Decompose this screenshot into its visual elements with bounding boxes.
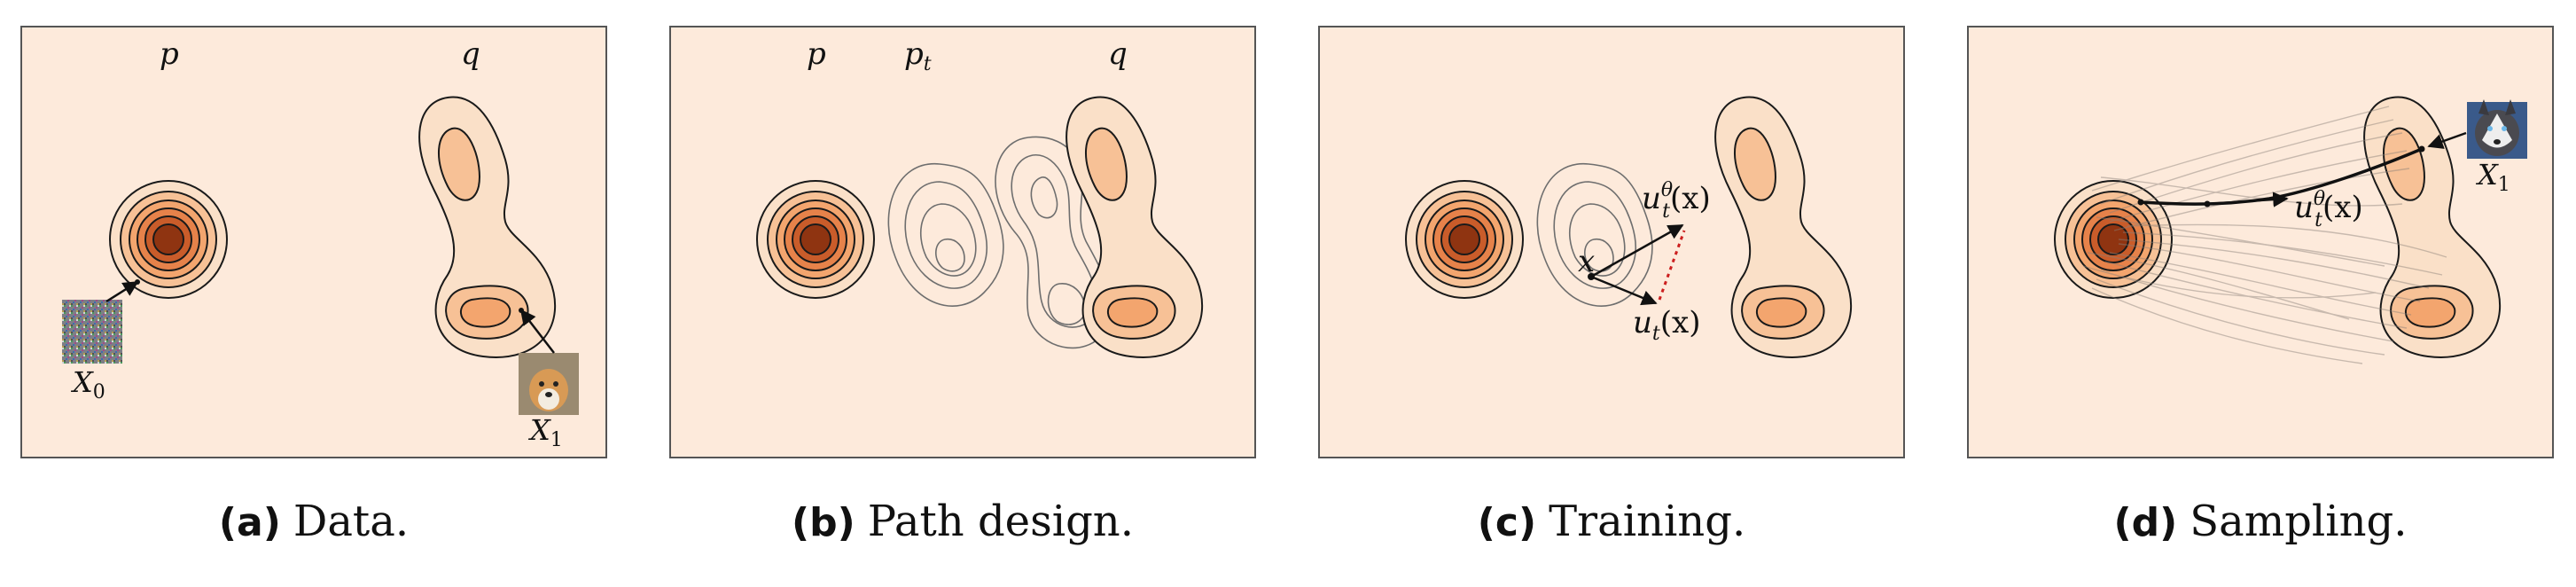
caption-a-text: Data. [293,497,410,546]
flow-trajectories [2082,106,2447,364]
label-x: x [1578,244,1595,279]
label-x1: X1 [527,413,563,451]
dog-image [519,353,579,415]
pt-contours-1 [887,163,1004,307]
p-density [1405,180,1524,299]
panel-d: uθ t(x) X1 [1967,26,2554,458]
panel-a: p q X0 X1 [20,26,607,458]
caption-c: (c) Training. [1310,497,1913,567]
caption-d: (d) Sampling. [1959,497,2562,567]
label-utheta: uθ t(x) [2294,188,2363,231]
q-density [1066,96,1204,358]
label-q: q [461,36,480,72]
p-density [2054,180,2173,299]
label-p: p [160,36,179,72]
q-density [2363,96,2502,358]
panel-c: x uθ t(x) ut(x) [1318,26,1905,458]
caption-b-text: Path design. [867,497,1134,546]
x1-arrow [2427,131,2467,149]
p-density [756,180,875,299]
label-x1: X1 [2475,158,2510,196]
panel-b: p pt q [669,26,1256,458]
noise-image [62,300,122,364]
caption-b-tag: (b) [792,500,855,545]
model-vector-arrow [1590,223,1684,278]
caption-c-tag: (c) [1477,500,1537,545]
x1-point [519,308,524,313]
caption-a: (a) Data. [12,497,615,567]
x1-arrow [519,309,555,354]
label-x0: X0 [70,365,105,403]
caption-b: (b) Path design. [661,497,1264,567]
caption-c-text: Training. [1549,497,1746,546]
caption-d-tag: (d) [2113,500,2178,545]
caption-d-text: Sampling. [2190,497,2408,546]
q-density [418,96,557,358]
label-q: q [1108,36,1128,72]
x0-point [135,279,140,285]
husky-image [2467,99,2527,159]
q-density [1714,96,1853,358]
start-point [2137,199,2144,206]
label-pt: pt [904,36,932,75]
label-ut: ut(x) [1633,305,1700,345]
velocity-arrow [2206,192,2289,207]
label-utheta: uθ t(x) [1642,179,1711,223]
pt-contours [1536,163,1653,307]
end-point [2418,145,2425,153]
sample-trajectory [2140,147,2423,206]
x0-arrow [105,280,139,303]
label-p: p [807,36,826,72]
caption-a-tag: (a) [218,500,281,545]
target-vector-arrow [1590,275,1658,306]
p-density [109,180,228,299]
